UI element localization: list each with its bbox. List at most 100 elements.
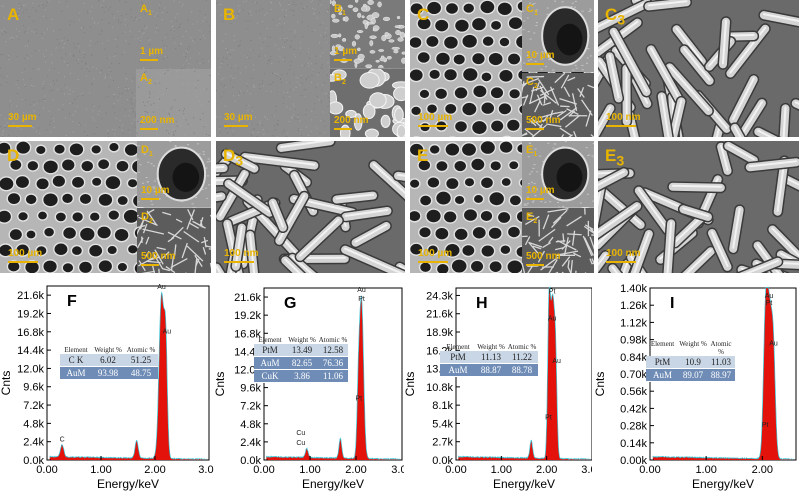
table-cell: 13.49 — [291, 345, 313, 355]
table-cell: 11.22 — [512, 352, 532, 362]
y-tick-label: 9.6k — [23, 382, 44, 394]
eds-plot: 0.001.002.003.000.0k2.4k4.8k7.2k9.6k12.0… — [214, 287, 404, 491]
table-cell: PtM — [654, 357, 671, 367]
chart-panel-label: F — [67, 293, 77, 310]
x-tick-label: 2.00 — [752, 464, 773, 476]
scale-label-bar — [8, 125, 32, 127]
x-tick-label: 1.00 — [90, 464, 111, 476]
y-axis-label: Cnts — [593, 372, 607, 397]
scale-label-bar — [224, 261, 254, 263]
sem-inset-e2: E2 500 nm — [522, 208, 594, 273]
inset-scale-label-bar — [526, 128, 544, 130]
x-tick-label: 3.00 — [198, 464, 214, 476]
table-header: Element Weight % Atomic % — [254, 336, 348, 344]
sem-micrograph — [598, 0, 799, 137]
spectrum-fill — [49, 292, 207, 460]
peak-label: Au — [548, 316, 557, 323]
peak-label: Cu — [296, 430, 305, 437]
x-axis-label: Energy/keV — [302, 477, 364, 491]
inset-scale-label: 1 µm — [140, 46, 163, 57]
y-tick-label: 0.56k — [620, 386, 647, 398]
y-tick-label: 0.00k — [620, 455, 647, 467]
y-tick-label: 2.4k — [23, 437, 44, 449]
table-cell: 51.25 — [130, 355, 152, 365]
sem-micrograph — [598, 141, 799, 273]
eds-plot: 0.001.002.003.000.0k2.4k4.8k7.2k9.6k12.0… — [0, 284, 214, 491]
y-tick-label: 24.3k — [426, 290, 453, 302]
sem-inset-micrograph — [330, 0, 405, 68]
inset-scale-label-bar — [141, 198, 159, 200]
panel-label: E — [417, 146, 429, 165]
y-tick-label: 0.42k — [620, 403, 647, 415]
y-tick-label: 16.8k — [234, 328, 261, 340]
scale-label: 30 µm — [8, 112, 37, 123]
inset-scale-label: 200 nm — [334, 115, 369, 126]
peak-label: Cu — [296, 440, 305, 447]
x-tick-label: 1.00 — [491, 464, 512, 476]
inset-label: B1 — [334, 3, 346, 18]
table-row: AuM 82.65 76.36 — [254, 357, 348, 370]
peak-label: Au — [765, 293, 774, 300]
eds-chart-g: 0.001.002.003.000.0k2.4k4.8k7.2k9.6k12.0… — [214, 276, 404, 495]
y-axis-label: Cnts — [0, 371, 13, 396]
table-cell: 88.97 — [710, 370, 732, 380]
x-tick-label: 0.00 — [36, 464, 57, 476]
x-axis-label: Energy/keV — [493, 477, 555, 491]
panel-label: D — [7, 146, 20, 165]
table-header-cell: Weight % — [679, 340, 707, 348]
table-header-cell: Weight % — [477, 343, 505, 351]
table-cell: 12.58 — [322, 345, 344, 355]
panel-label: C — [417, 5, 430, 24]
spectrum-fill — [458, 287, 590, 460]
sem-panel-e3: E3 100 nm — [598, 141, 799, 273]
inset-scale-label-bar — [140, 128, 158, 130]
table-cell: 88.78 — [511, 365, 533, 375]
sem-inset-d1: D1 10 µm — [137, 141, 211, 207]
peak-label: Au — [163, 328, 172, 335]
y-tick-label: 18.9k — [426, 327, 453, 339]
table-header-cell: Element — [64, 346, 88, 354]
element-composition-table: Element Weight % Atomic % PtM 13.49 12.58 AuM 8… — [254, 336, 348, 383]
table-header-cell: Atomic % — [318, 336, 348, 344]
table-cell: 88.87 — [480, 365, 502, 375]
peak-label: Pt — [545, 414, 552, 421]
table-cell: 11.13 — [481, 352, 501, 362]
inset-scale-label-bar — [334, 128, 352, 130]
x-tick-label: 3.00 — [391, 464, 404, 476]
table-row: AuM 89.07 88.97 — [646, 369, 735, 382]
table-header-cell: Weight % — [288, 336, 316, 344]
y-tick-label: 19.2k — [234, 310, 261, 322]
table-header: Element Weight % Atomic % — [646, 340, 735, 356]
inset-label: E1 — [526, 144, 538, 159]
inset-label: E2 — [526, 211, 538, 226]
table-row: PtM 11.13 11.22 — [440, 351, 538, 364]
table-cell: PtM — [262, 345, 278, 355]
inset-scale-label-bar — [140, 59, 158, 61]
y-tick-label: 5.4k — [432, 418, 453, 430]
peak-label: Pt — [355, 395, 362, 402]
peak-label: Au — [157, 284, 166, 291]
table-cell: 93.98 — [97, 368, 119, 378]
panel-label: E3 — [605, 146, 625, 170]
sem-inset-micrograph — [136, 69, 211, 137]
x-tick-label: 0.00 — [253, 464, 274, 476]
sem-inset-micrograph — [522, 208, 594, 273]
sem-inset-d2: D2 500 nm — [137, 208, 211, 273]
y-tick-label: 21.6k — [17, 290, 44, 302]
table-cell: AuM — [448, 365, 468, 375]
y-tick-label: 14.4k — [17, 345, 44, 357]
panel-label: D3 — [223, 146, 244, 170]
peak-label: Au — [769, 341, 778, 348]
scale-label-bar — [418, 125, 448, 127]
table-row: C K 6.02 51.25 — [60, 354, 158, 367]
table-cell: 76.36 — [322, 358, 344, 368]
inset-scale-label-bar — [526, 63, 544, 65]
inset-label: D2 — [141, 211, 153, 226]
inset-label: A2 — [140, 72, 152, 87]
sem-inset-micrograph — [330, 69, 405, 137]
table-row: PtM 10.9 11.03 — [646, 356, 735, 369]
inset-scale-label: 10 µm — [141, 185, 170, 196]
inset-scale-label: 500 nm — [141, 251, 176, 262]
x-axis-label: Energy/keV — [692, 477, 754, 491]
inset-label: C2 — [526, 76, 538, 91]
